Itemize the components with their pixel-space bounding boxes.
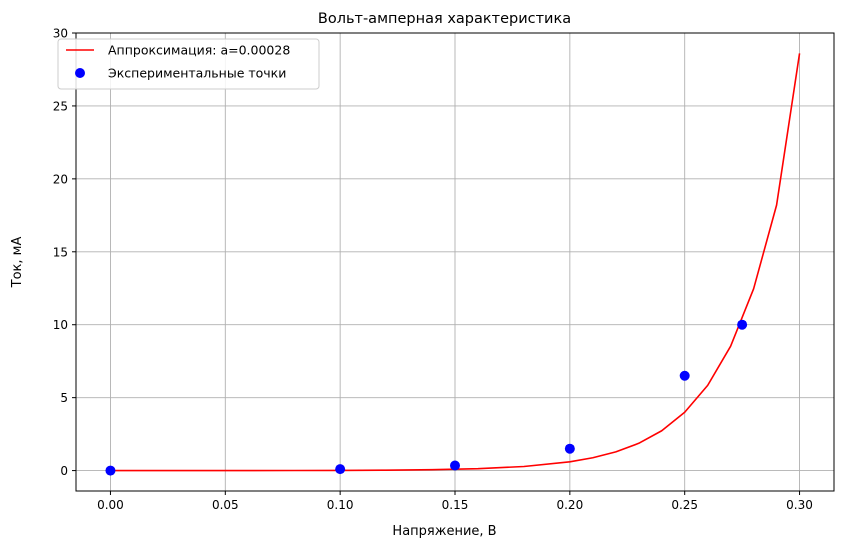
- experimental-point: [335, 464, 346, 475]
- axes-frame: [75, 32, 835, 492]
- x-axis-label: Напряжение, В: [392, 524, 496, 539]
- series-layer: [105, 53, 801, 476]
- x-tick-label: 0.05: [212, 498, 239, 512]
- y-tick-label: 25: [53, 99, 68, 113]
- legend-marker-swatch: [75, 68, 85, 78]
- x-tick-label: 0.00: [97, 498, 124, 512]
- x-tick-label: 0.20: [556, 498, 583, 512]
- x-tick-label: 0.25: [671, 498, 698, 512]
- experimental-point: [679, 370, 690, 381]
- y-axis-label: Ток, мА: [10, 237, 25, 289]
- chart-title: Вольт-амперная характеристика: [318, 11, 571, 27]
- axis-ticks: 0.00 0.05 0.10 0.15 0.20 0.25 0.30 0 5 10 15 20 25 30: [53, 27, 813, 513]
- y-tick-label: 20: [53, 172, 68, 186]
- legend-label-points: Экспериментальные точки: [108, 66, 286, 81]
- y-tick-label: 30: [53, 27, 68, 41]
- x-tick-label: 0.10: [327, 498, 354, 512]
- y-tick-label: 10: [53, 318, 68, 332]
- fit-curve-line: [110, 53, 801, 472]
- experimental-point: [105, 465, 116, 476]
- y-tick-label: 5: [60, 391, 68, 405]
- experimental-point: [564, 443, 575, 454]
- x-tick-label: 0.15: [442, 498, 469, 512]
- experimental-point: [737, 319, 748, 330]
- legend-label-fit: Аппроксимация: a=0.00028: [108, 43, 290, 58]
- legend: Аппроксимация: a=0.00028 Экспериментальн…: [57, 38, 320, 90]
- y-tick-label: 15: [53, 245, 68, 259]
- x-tick-label: 0.30: [786, 498, 813, 512]
- legend-box: [57, 38, 320, 90]
- y-tick-label: 0: [60, 464, 68, 478]
- experimental-point: [450, 460, 460, 471]
